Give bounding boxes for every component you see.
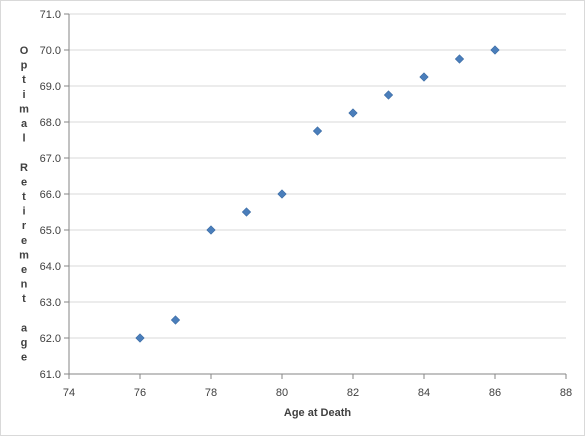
data-point [348,108,358,118]
y-tick-label: 69.0 [40,81,61,93]
data-point [419,72,429,82]
y-tick-label: 68.0 [40,117,61,129]
y-tick-label: 71.0 [40,9,61,21]
x-axis-title: Age at Death [284,407,352,419]
y-tick-label: 62.0 [40,333,61,345]
x-tick-label: 82 [347,387,359,399]
gridlines [69,13,566,339]
y-tick-label: 65.0 [40,225,61,237]
data-point [490,45,500,55]
x-tick-label: 88 [560,387,572,399]
x-tick-label: 76 [134,387,146,399]
x-tick-label: 80 [276,387,288,399]
data-point [135,333,145,343]
x-tick-label: 86 [489,387,501,399]
x-tick-label: 84 [418,387,430,399]
y-tick-label: 63.0 [40,297,61,309]
data-point [277,189,287,199]
data-point [383,90,394,100]
y-tick-label: 61.0 [40,369,61,381]
y-tick-labels: 61.0 62.0 63.0 64.0 65.0 66.0 67.0 68.0 69.0 70.0… [40,9,61,381]
data-point [312,126,323,136]
data-point [170,315,181,325]
y-tick-label: 64.0 [40,261,61,273]
y-tick-label: 70.0 [40,45,61,57]
y-tick-label: 67.0 [40,153,61,165]
data-point [454,54,465,64]
data-point [241,207,252,217]
x-tick-label: 78 [205,387,217,399]
data-point [206,225,216,235]
x-tick-label: 74 [63,387,75,399]
axes [64,13,567,379]
x-tick-labels: 74 76 78 80 82 84 86 88 [63,387,572,399]
y-tick-label: 66.0 [40,189,61,201]
data-points [135,45,500,343]
